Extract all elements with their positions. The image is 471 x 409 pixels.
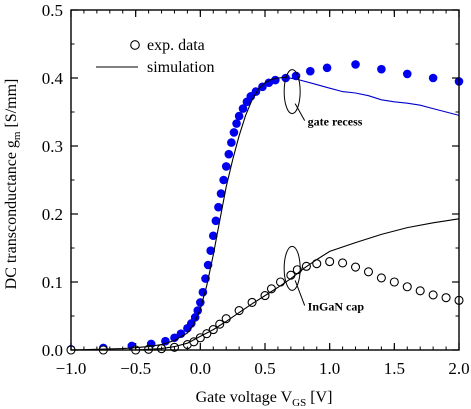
data-point-filled — [232, 119, 241, 128]
x-tick-label: 2.0 — [448, 359, 469, 378]
data-point-filled — [402, 69, 412, 79]
data-point-filled — [170, 333, 179, 343]
x-axis-title-main: Gate voltage V — [196, 389, 293, 406]
data-point-filled — [221, 162, 231, 171]
y-tick-label: 0.4 — [42, 69, 64, 88]
y-tick-label: 0.1 — [42, 273, 63, 292]
simulation-curve — [70, 76, 286, 351]
annotation-leader — [294, 280, 306, 306]
data-point-filled — [322, 63, 332, 73]
y-axis-title: DC transconductance gm [S/mm] — [3, 79, 23, 290]
data-point-filled — [238, 104, 248, 113]
data-point-open — [389, 277, 399, 287]
data-point-open — [415, 286, 425, 296]
data-point-open — [428, 290, 438, 300]
annotation-ellipse — [283, 69, 301, 115]
y-axis-title-sub: m — [11, 131, 23, 140]
y-axis-title-unit: [S/mm] — [3, 79, 20, 132]
exp-data-series — [66, 60, 464, 354]
data-point-filled — [208, 231, 218, 241]
data-point-filled — [214, 202, 223, 212]
ticks-layer: −1.0 −0.5 0.0 0.5 1.0 1.5 2.0 0.0 0.1 0.2 0.3 0.4 0.… — [42, 1, 470, 378]
x-tick-label: 1.0 — [319, 359, 340, 378]
exp-data-series — [66, 257, 464, 355]
x-tick-label: −0.5 — [120, 359, 151, 378]
y-tick-label: 0.0 — [42, 341, 63, 360]
data-point-filled — [211, 216, 221, 226]
x-tick-label: 0.5 — [254, 359, 275, 378]
series-layer — [66, 60, 464, 355]
legend-label-exp: exp. data — [147, 37, 205, 54]
data-point-filled — [193, 306, 203, 315]
y-tick-label: 0.5 — [42, 1, 63, 20]
x-tick-label: 0.0 — [190, 359, 211, 378]
data-point-filled — [428, 73, 438, 83]
data-point-open — [247, 297, 257, 307]
y-tick-label: 0.3 — [42, 137, 63, 156]
x-axis-title-sub: GS — [292, 397, 306, 409]
x-axis-title-unit: [V] — [306, 389, 332, 406]
data-point-filled — [351, 60, 360, 69]
annotation-leader — [294, 103, 306, 121]
legend-label-sim: simulation — [147, 59, 215, 76]
x-tick-label: 1.5 — [384, 359, 405, 378]
y-axis-title-main: DC transconductance g — [3, 140, 20, 289]
y-tick-label: 0.2 — [42, 205, 63, 224]
legend-marker-circle — [130, 40, 140, 50]
data-point-filled — [258, 82, 267, 92]
annotation-label: InGaN cap — [308, 300, 365, 314]
data-point-filled — [219, 175, 228, 185]
annotation-label: gate recess — [308, 115, 363, 129]
data-point-filled — [264, 78, 274, 88]
simulation-curve — [71, 218, 460, 351]
data-point-open — [376, 273, 386, 283]
data-point-filled — [229, 128, 239, 137]
data-point-filled — [206, 246, 215, 256]
data-point-filled — [377, 64, 386, 74]
data-point-filled — [224, 149, 234, 159]
data-point-open — [441, 293, 451, 303]
x-tick-label: −1.0 — [56, 359, 87, 378]
data-point-open — [275, 277, 286, 287]
data-point-open — [234, 306, 244, 316]
annotations: gate recess InGaN cap — [283, 69, 365, 314]
data-point-open — [363, 267, 374, 277]
data-point-filled — [271, 75, 280, 85]
data-point-filled — [305, 66, 315, 76]
data-point-open — [350, 262, 361, 272]
data-point-filled — [216, 189, 226, 198]
data-point-open — [338, 258, 348, 268]
x-axis-title: Gate voltage VGS [V] — [196, 389, 333, 409]
simulation-curve — [285, 76, 460, 116]
data-point-filled — [227, 138, 236, 147]
data-point-open — [402, 282, 412, 292]
annotation-ellipse — [283, 245, 301, 291]
data-point-filled — [234, 111, 244, 121]
data-point-filled — [161, 336, 170, 346]
data-point-open — [325, 257, 335, 267]
legend: exp. data simulation — [96, 37, 215, 76]
